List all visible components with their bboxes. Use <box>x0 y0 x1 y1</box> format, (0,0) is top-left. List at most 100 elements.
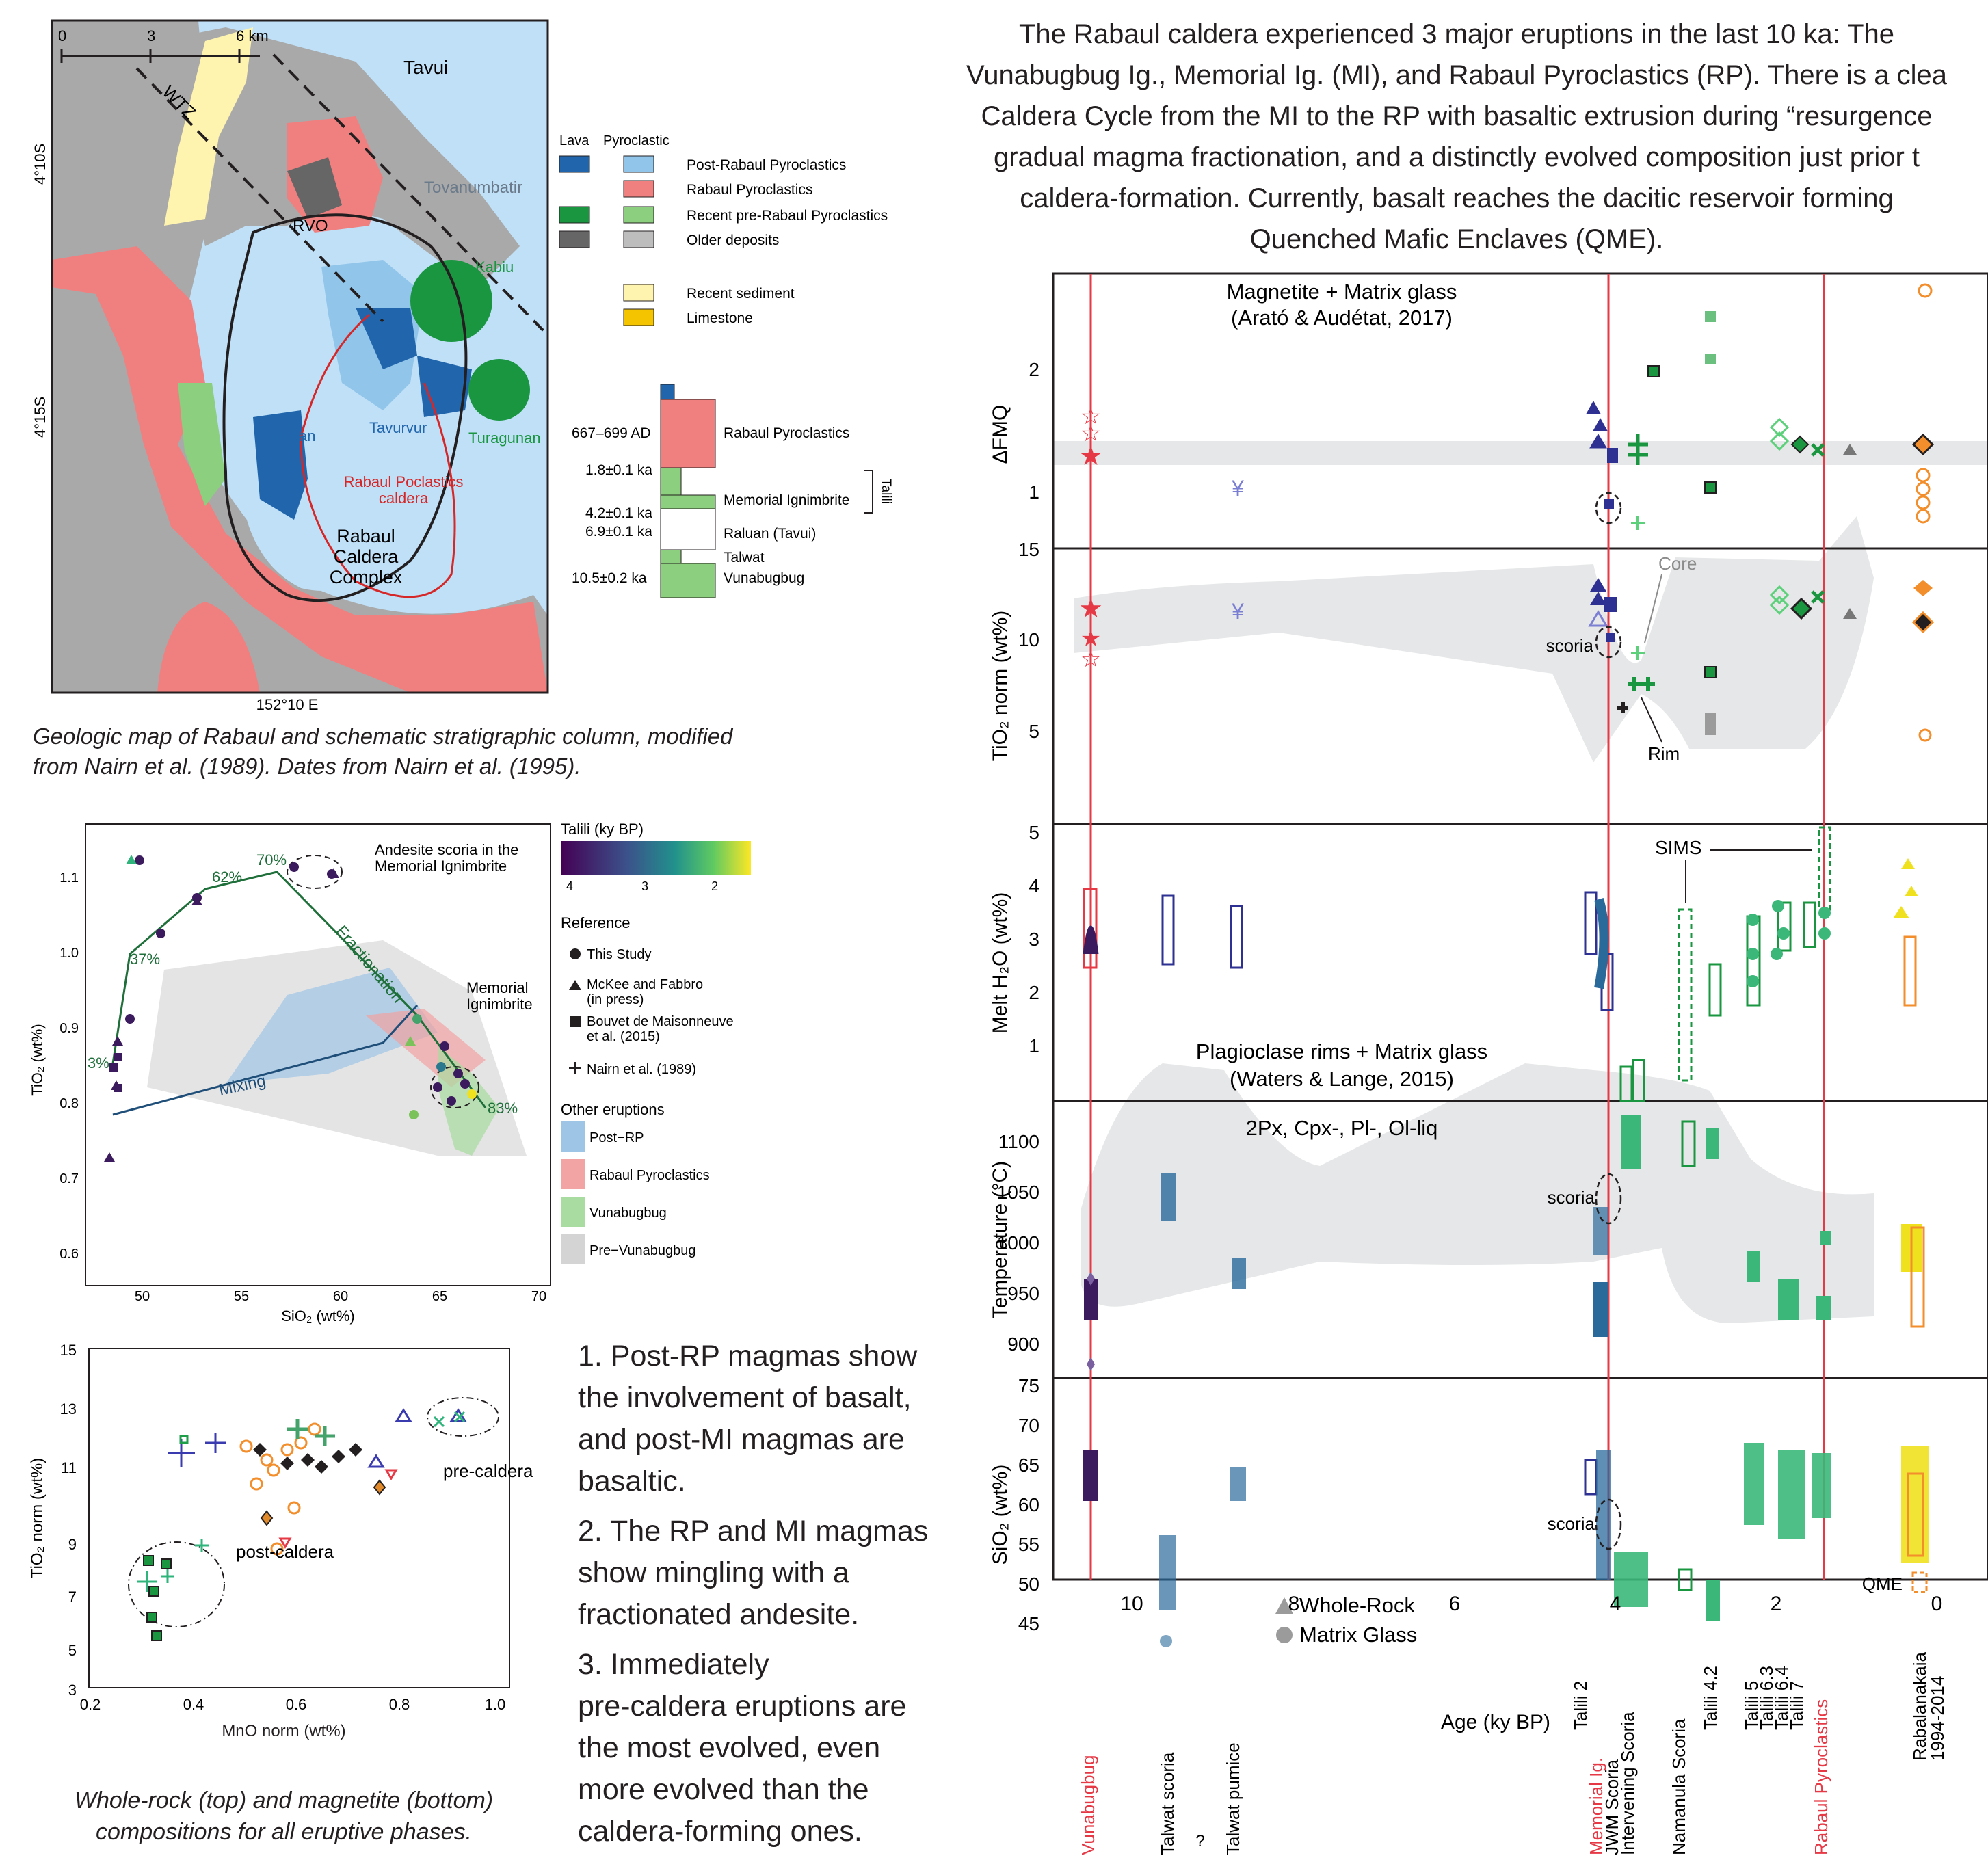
reference-item: McKee and Fabbro <box>587 977 703 992</box>
strat-unit-talili <box>660 467 682 496</box>
colorbar <box>561 841 751 875</box>
eruption-label: 1994-2014 <box>1927 1676 1948 1761</box>
other-item: Rabaul Pyroclastics <box>589 1168 710 1183</box>
point-line: 3. Immediately <box>578 1648 769 1681</box>
reference-item: Bouvet de Maisonneuve <box>587 1014 734 1029</box>
pct-label: 62% <box>212 868 242 886</box>
pre-caldera-ellipse <box>427 1397 499 1437</box>
label-complex: Rabaul <box>336 526 395 546</box>
strat-date: 1.8±0.1 ka <box>585 462 652 478</box>
temperature-markers <box>1084 1115 1925 1371</box>
map-frame <box>51 19 549 694</box>
legend-label: Recent pre-Rabaul Pyroclastics <box>687 208 888 224</box>
legend-swatch-pyro <box>623 230 654 248</box>
caption-line: compositions for all eruptive phases. <box>96 1819 472 1845</box>
label-rvo: RVO <box>293 217 328 235</box>
legend-swatch-pyro <box>623 308 654 326</box>
y-tick: 13 <box>60 1400 77 1418</box>
panel-title: Plagioclase rims + Matrix glass <box>1196 1039 1487 1063</box>
strat-bracket: Talili <box>879 479 893 504</box>
point-line: the most evolved, even <box>578 1731 881 1764</box>
mno-points <box>137 1408 467 1592</box>
legend-swatch <box>561 1159 585 1189</box>
x-tick: 6 <box>1449 1593 1461 1615</box>
panel-title: (Waters & Lange, 2015) <box>1230 1067 1454 1091</box>
x-ticks: 10 8 6 4 2 0 <box>1120 1593 1942 1615</box>
legend-marker-triangle <box>569 980 581 990</box>
field-vunabugbug <box>438 1046 499 1156</box>
scale-tick: 3 <box>147 27 155 44</box>
y-ticks: 0.6 0.7 0.8 0.9 1.0 1.1 <box>59 871 79 1262</box>
y-tick: 10 <box>1018 629 1039 650</box>
eruption-label: Vunabugbug <box>1078 1755 1098 1855</box>
legend-header-lava: Lava <box>559 133 589 148</box>
legend-swatch <box>561 1197 585 1227</box>
strat-unit-label: Rabaul Pyroclastics <box>724 425 849 441</box>
legend-label: Whole-Rock <box>1299 1593 1415 1617</box>
colorbar-tick: 2 <box>711 879 718 893</box>
x-tick: 0.4 <box>183 1696 204 1713</box>
y-tick: 3 <box>1029 929 1039 950</box>
mi-ellipse <box>430 1066 479 1108</box>
y-tick: 0.9 <box>59 1021 79 1036</box>
legend-swatch-lava <box>559 230 590 248</box>
panel-title: 2Px, Cpx-, Pl-, Ol-liq <box>1246 1116 1438 1140</box>
sio2-tio2-plot: Mixing Fractionation 3% 37% 62% 70% 83% … <box>29 821 751 1325</box>
rp-deposit-ring <box>52 246 548 693</box>
mno-tio2-figure: post-caldera pre-caldera 3 5 7 9 11 13 1… <box>0 1340 568 1853</box>
strat-unit-rp <box>660 399 716 468</box>
fractionation-path <box>111 871 487 1108</box>
reference-item: (in press) <box>587 992 644 1007</box>
legend-swatch <box>561 1121 585 1152</box>
main-chart: ★ ☆ ☆ ¥ ★ ★ ☆ ¥ <box>989 272 1988 1855</box>
intro-line: gradual magma fractionation, and a disti… <box>993 142 1920 172</box>
eruption-label: Talili 5 <box>1741 1681 1762 1730</box>
legend-triangle <box>1275 1597 1293 1614</box>
y-ticks: 1 2 5 10 15 1 2 3 4 5 900 950 1000 1050 … <box>997 359 1039 1634</box>
core-label: Core <box>1658 553 1697 574</box>
y-axis-label: Melt H₂O (wt%) <box>989 892 1011 1034</box>
reference-item: et al. (2015) <box>587 1029 660 1044</box>
scale-tick: 0 <box>58 27 66 44</box>
post-caldera-label: post-caldera <box>236 1541 334 1562</box>
x-tick: 0 <box>1931 1593 1943 1615</box>
tio2-envelope <box>1074 516 1874 762</box>
pct-label: 3% <box>88 1054 109 1072</box>
y-tick: 4 <box>1029 875 1039 896</box>
x-tick: 0.2 <box>80 1696 101 1713</box>
intro-line: Vunabugbug Ig., Memorial Ig. (MI), and R… <box>966 60 1947 90</box>
label-vulcan: Vulcan <box>270 427 315 444</box>
pct-label: 83% <box>488 1100 518 1117</box>
scale-tick: 6 km <box>236 27 269 44</box>
y-tick: 5 <box>68 1642 77 1659</box>
legend-circle <box>1276 1627 1293 1643</box>
intro-line: The Rabaul caldera experienced 3 major e… <box>1018 19 1895 49</box>
eruption-label: Namanula Scoria <box>1669 1718 1689 1855</box>
strat-unit-label: Memorial Ignimbrite <box>724 492 849 508</box>
y-axis-label: TiO₂ norm (wt%) <box>989 611 1011 762</box>
y-tick: 55 <box>1018 1534 1039 1555</box>
y-tick: 7 <box>68 1589 77 1606</box>
y-tick: 2 <box>1029 982 1039 1003</box>
legend-swatch-lava <box>559 206 590 224</box>
y-axis-label: TiO₂ (wt%) <box>29 1024 46 1096</box>
other-item: Post−RP <box>589 1130 644 1145</box>
y-tick: 1.0 <box>59 946 79 961</box>
annotation-scoria: Andesite scoria in the <box>375 841 518 858</box>
eruption-label: Talwat pumice <box>1223 1742 1243 1855</box>
svg-text:★: ★ <box>1078 594 1103 624</box>
eruption-label: Memorial Ig. <box>1586 1757 1606 1855</box>
svg-text:☆: ☆ <box>1081 646 1101 672</box>
point-line: more evolved than the <box>578 1773 869 1806</box>
svg-text:¥: ¥ <box>1231 476 1244 501</box>
strat-unit-label: Raluan (Tavui) <box>724 526 816 542</box>
point-3: 3. Immediately pre-caldera eruptions are… <box>578 1644 933 1852</box>
y-tick: 0.7 <box>59 1171 79 1186</box>
lat-label: 4°15S <box>31 397 49 438</box>
label-caldera: Rabaul Poclastics <box>344 473 464 490</box>
key-points: 1. Post-RP magmas show the involvement o… <box>578 1336 933 1852</box>
other-item: Vunabugbug <box>589 1206 667 1221</box>
legend-marker-plus <box>569 1062 581 1074</box>
legend-header-pyro: Pyroclastic <box>603 133 670 148</box>
vulcan-lava <box>253 410 308 520</box>
